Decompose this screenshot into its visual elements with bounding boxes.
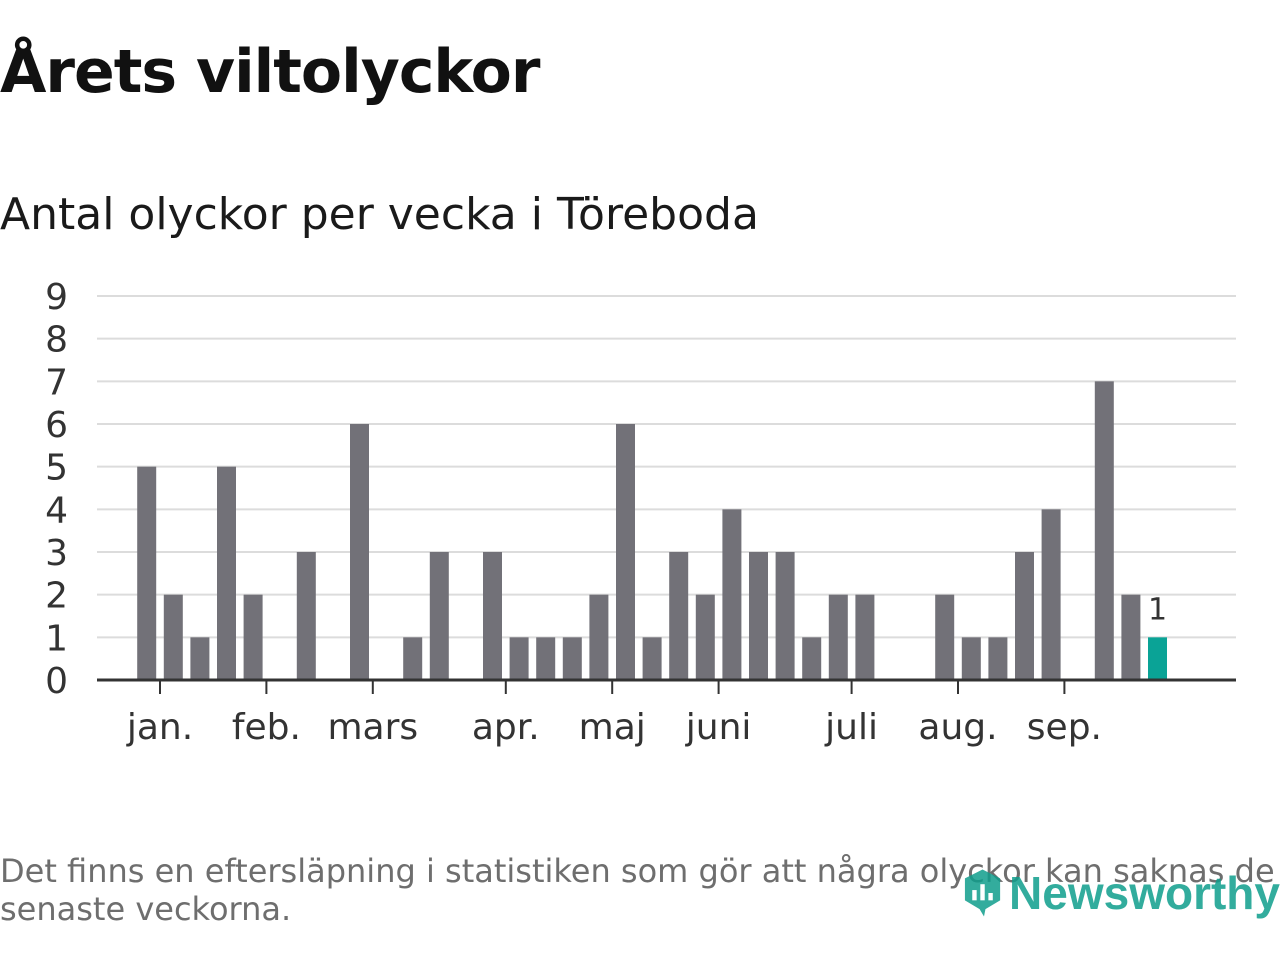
- x-tick-label: feb.: [232, 707, 301, 748]
- bar: [988, 637, 1008, 680]
- bar: [642, 637, 662, 680]
- bar: [855, 594, 875, 680]
- bar: [217, 466, 236, 680]
- y-tick-label: 6: [45, 405, 68, 446]
- bar: [403, 637, 423, 680]
- bar: [961, 637, 981, 680]
- x-tick-label: juli: [824, 707, 878, 748]
- y-tick-label: 1: [45, 618, 68, 659]
- footnote: Det finns en eftersläpning i statistiken…: [0, 852, 1275, 928]
- bar: [669, 552, 689, 680]
- bar: [935, 594, 955, 680]
- bar: [163, 594, 183, 680]
- bar: [802, 637, 822, 680]
- y-tick-label: 2: [45, 576, 68, 617]
- x-tick-label: maj: [579, 707, 646, 748]
- newsworthy-logo-icon: [964, 869, 1001, 917]
- y-tick-label: 8: [45, 320, 68, 361]
- chart-subtitle: Antal olyckor per vecka i Töreboda: [0, 189, 759, 240]
- bar: [828, 594, 848, 680]
- bar: [509, 637, 529, 680]
- bar: [483, 552, 502, 680]
- bar: [243, 594, 263, 680]
- bar: [1041, 509, 1061, 680]
- bar: [562, 637, 582, 680]
- bar: [350, 424, 369, 680]
- bar: [536, 637, 556, 680]
- y-tick-label: 9: [45, 277, 68, 318]
- bar: [190, 637, 210, 680]
- bar: [1015, 552, 1034, 680]
- y-tick-label: 0: [45, 661, 68, 702]
- x-tick-label: juni: [685, 707, 752, 748]
- bar: [1121, 594, 1141, 680]
- x-tick-label: mars: [327, 707, 418, 748]
- bar: [695, 594, 715, 680]
- bar: [589, 594, 609, 680]
- y-tick-label: 7: [45, 362, 68, 403]
- bar: [775, 552, 795, 680]
- bar: [296, 552, 316, 680]
- bar: [722, 509, 742, 680]
- bar: [137, 466, 157, 680]
- x-tick-label: jan.: [126, 707, 193, 748]
- x-tick-label: apr.: [472, 707, 540, 748]
- bar: [749, 552, 768, 680]
- bar: [429, 552, 449, 680]
- y-tick-label: 4: [45, 490, 68, 531]
- brand-name: Newsworthy: [1009, 867, 1280, 919]
- bar: [1094, 381, 1114, 680]
- x-tick-label: aug.: [918, 707, 997, 748]
- bar: [616, 424, 635, 680]
- chart-title: Årets viltolyckor: [0, 37, 540, 107]
- data-label: 1: [1148, 592, 1167, 627]
- y-tick-label: 3: [45, 533, 68, 574]
- newsworthy-logo: Newsworthy: [962, 858, 1280, 928]
- x-tick-label: sep.: [1027, 707, 1102, 748]
- y-tick-label: 5: [45, 448, 68, 489]
- highlight-bar: [1148, 637, 1167, 680]
